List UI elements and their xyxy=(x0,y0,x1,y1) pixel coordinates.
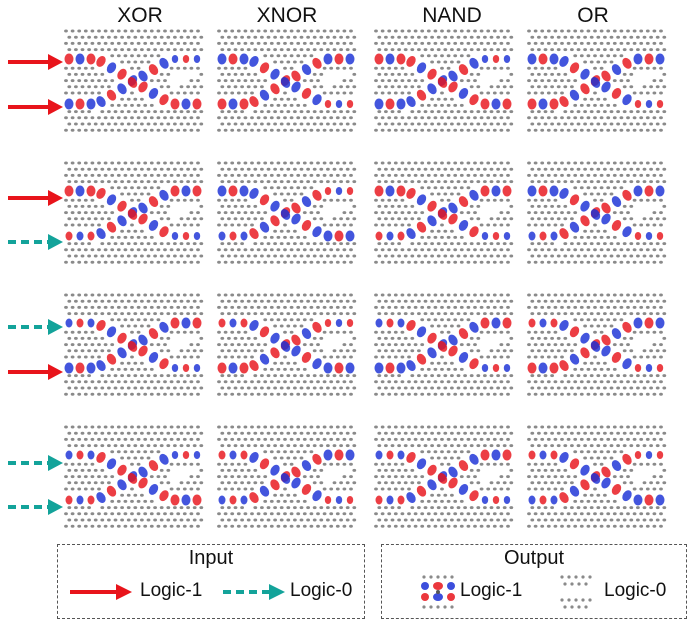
input-arrow-r4-bottom xyxy=(8,499,63,515)
field-panel-r1-or xyxy=(527,29,667,132)
legend-logic1-field-icon xyxy=(421,575,455,609)
column-header-or: OR xyxy=(577,4,609,27)
field-panel-r3-or xyxy=(527,293,667,396)
column-header-xor: XOR xyxy=(117,4,163,27)
input-arrow-r2-top xyxy=(8,190,63,206)
output-legend-title: Output xyxy=(503,547,565,569)
legend-logic1-arrow xyxy=(70,584,132,600)
field-panel-r3-xor xyxy=(64,293,204,396)
field-panel-r2-xor xyxy=(64,161,204,264)
output-legend: Output Logic-1 Logic-0 xyxy=(381,544,687,619)
field-panel-r2-xnor xyxy=(217,161,357,264)
input-arrow-r3-top xyxy=(8,319,63,335)
column-header-nand: NAND xyxy=(422,4,482,27)
input-arrow-r2-bottom xyxy=(8,234,63,250)
output-legend-logic0-label: Logic-0 xyxy=(604,580,667,601)
field-panel-r1-xnor xyxy=(217,29,357,132)
field-panel-r4-xor xyxy=(64,425,204,528)
field-panel-r1-xor xyxy=(64,29,204,132)
field-panel-r3-xnor xyxy=(217,293,357,396)
field-panel-r4-or xyxy=(527,425,667,528)
input-legend-logic0-label: Logic-0 xyxy=(290,580,353,601)
column-header-xnor: XNOR xyxy=(256,4,318,27)
input-legend-title: Input xyxy=(188,547,234,569)
input-legend: Input Logic-1 Logic-0 xyxy=(57,544,365,619)
input-arrow-r3-bottom xyxy=(8,364,63,380)
field-panel-r2-or xyxy=(527,161,667,264)
input-arrow-r4-top xyxy=(8,455,63,471)
legend-logic0-arrow xyxy=(223,584,285,600)
field-panel-r1-nand xyxy=(374,29,514,132)
field-panel-r3-nand xyxy=(374,293,514,396)
field-panel-r4-nand xyxy=(374,425,514,528)
output-legend-logic1-label: Logic-1 xyxy=(460,580,523,601)
field-panel-r4-xnor xyxy=(217,425,357,528)
field-panel-r2-nand xyxy=(374,161,514,264)
input-legend-logic1-label: Logic-1 xyxy=(140,580,203,601)
legend-logic0-field-icon xyxy=(560,575,592,609)
input-arrow-r1-bottom xyxy=(8,99,63,115)
input-arrow-r1-top xyxy=(8,54,63,70)
